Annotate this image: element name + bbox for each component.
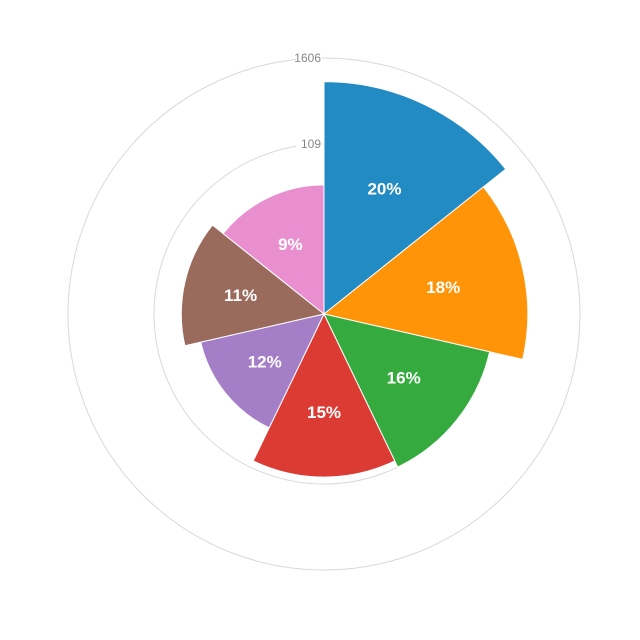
slice-label-1: 20% bbox=[367, 179, 401, 198]
slice-labels: 20% 18% 16% 15% 12% 11% 9% bbox=[224, 179, 460, 421]
slice-5[interactable] bbox=[200, 313, 325, 429]
slices bbox=[180, 81, 529, 478]
tick-label-bg-1 bbox=[296, 137, 322, 151]
slice-1[interactable] bbox=[323, 81, 507, 316]
slice-label-7: 9% bbox=[278, 235, 303, 254]
grid-ring-2 bbox=[67, 57, 581, 571]
tick-label-bg-2 bbox=[296, 51, 322, 65]
slice-label-6: 11% bbox=[224, 286, 257, 305]
slice-7[interactable] bbox=[222, 184, 325, 316]
slice-label-4: 15% bbox=[307, 403, 341, 422]
slice-3[interactable] bbox=[323, 313, 491, 468]
tick-label-1: 109 bbox=[301, 137, 321, 151]
tick-label-2: 1606 bbox=[294, 51, 321, 65]
slice-2[interactable] bbox=[322, 186, 529, 360]
slice-4[interactable] bbox=[252, 312, 396, 478]
slice-label-2: 18% bbox=[426, 278, 460, 297]
radial-ticks: 109 1606 bbox=[294, 51, 322, 151]
slice-6[interactable] bbox=[180, 224, 326, 347]
slice-label-5: 12% bbox=[248, 352, 282, 371]
slice-label-3: 16% bbox=[387, 369, 421, 388]
